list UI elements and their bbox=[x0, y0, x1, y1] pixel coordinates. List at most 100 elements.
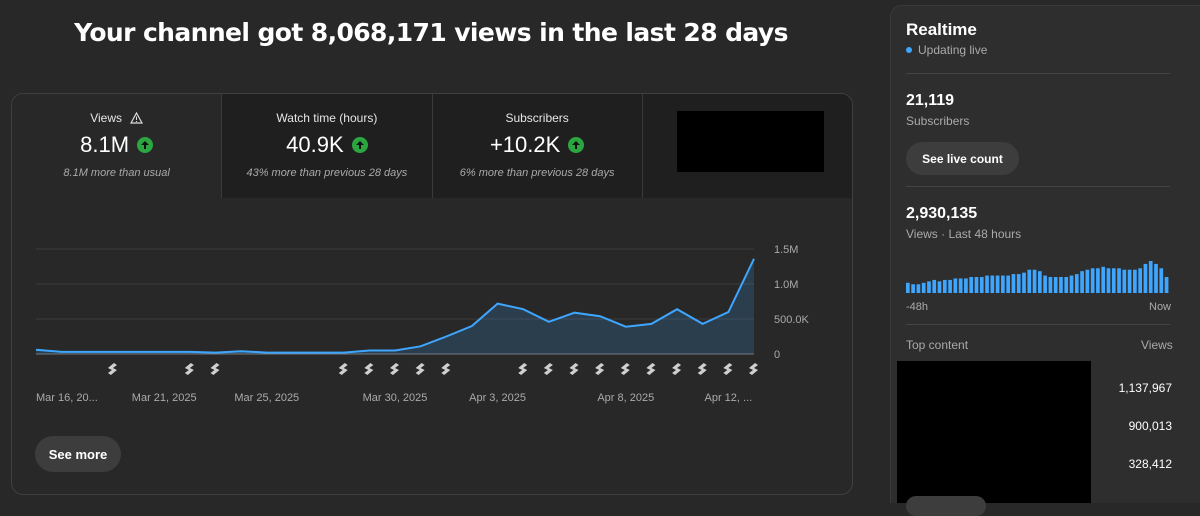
realtime-bar bbox=[906, 282, 910, 293]
realtime-bar bbox=[1154, 263, 1158, 293]
live-status: Updating live bbox=[906, 43, 987, 57]
realtime-bar bbox=[974, 277, 979, 293]
realtime-bar bbox=[932, 279, 937, 293]
top-content-views-3: 328,412 bbox=[1128, 457, 1172, 471]
realtime-bar bbox=[1111, 268, 1116, 293]
shorts-icon bbox=[697, 363, 707, 375]
realtime-bar bbox=[1159, 268, 1164, 293]
top-content-heading: Top content bbox=[906, 338, 969, 352]
realtime-bar bbox=[1053, 277, 1058, 293]
x-tick-label: Mar 16, 20... bbox=[36, 392, 98, 404]
realtime-bar bbox=[948, 279, 952, 293]
realtime-bar bbox=[1001, 275, 1005, 293]
subscribers-subtext: 6% more than previous 28 days bbox=[459, 167, 615, 179]
realtime-views-label: Views · Last 48 hours bbox=[906, 227, 1022, 241]
realtime-bar bbox=[927, 281, 931, 293]
realtime-bar bbox=[937, 281, 942, 293]
x-tick-label: Mar 21, 2025 bbox=[132, 392, 197, 404]
realtime-more-button[interactable] bbox=[906, 496, 986, 516]
redacted-block bbox=[676, 111, 824, 172]
realtime-bar bbox=[921, 282, 926, 293]
shorts-icon bbox=[569, 363, 579, 375]
realtime-bar bbox=[1043, 275, 1047, 293]
see-more-button[interactable]: See more bbox=[35, 436, 121, 472]
top-content-views-1: 1,137,967 bbox=[1118, 381, 1172, 395]
realtime-bar bbox=[1117, 268, 1121, 293]
realtime-bar bbox=[1022, 272, 1026, 293]
shorts-icon bbox=[184, 363, 194, 375]
realtime-bar bbox=[1143, 263, 1148, 293]
tab-subscribers[interactable]: Subscribers +10.2K 6% more than previous… bbox=[431, 94, 642, 198]
tab-redacted[interactable] bbox=[641, 94, 852, 198]
shorts-icon bbox=[364, 363, 374, 375]
y-tick-label: 0 bbox=[774, 349, 780, 361]
shorts-icon bbox=[749, 363, 758, 375]
x-tick-label: Mar 25, 2025 bbox=[234, 392, 299, 404]
shorts-icon bbox=[107, 363, 117, 375]
realtime-bar bbox=[1127, 269, 1132, 293]
realtime-bar bbox=[1069, 275, 1074, 293]
page-headline: Your channel got 8,068,171 views in the … bbox=[74, 18, 788, 47]
realtime-bar bbox=[964, 278, 968, 293]
shorts-icon bbox=[723, 363, 733, 375]
shorts-icon bbox=[543, 363, 553, 375]
realtime-bar bbox=[1138, 268, 1142, 293]
realtime-bar bbox=[1164, 277, 1169, 293]
x-tick-label: Mar 30, 2025 bbox=[363, 392, 428, 404]
chart-line bbox=[35, 258, 755, 354]
views-subtext: 8.1M more than usual bbox=[63, 167, 170, 179]
divider bbox=[906, 324, 1170, 325]
arrow-up-icon bbox=[137, 137, 154, 153]
arrow-up-icon bbox=[351, 137, 368, 153]
realtime-axis-start: -48h bbox=[906, 301, 929, 313]
shorts-icon bbox=[210, 363, 220, 375]
watch-time-subtext: 43% more than previous 28 days bbox=[246, 167, 408, 179]
tab-views[interactable]: Views 8.1M 8.1M more than usual bbox=[12, 94, 222, 198]
see-live-count-button[interactable]: See live count bbox=[906, 142, 1019, 175]
realtime-subscribers-value: 21,119 bbox=[906, 92, 955, 109]
realtime-bar bbox=[1148, 261, 1153, 293]
live-dot-icon bbox=[906, 47, 912, 53]
realtime-bar bbox=[1006, 275, 1010, 293]
top-content-thumbnails[interactable] bbox=[897, 361, 1091, 503]
arrow-up-icon bbox=[568, 137, 585, 153]
realtime-bar-chart bbox=[906, 261, 1169, 293]
top-content-views-2: 900,013 bbox=[1128, 419, 1172, 433]
views-value: 8.1M bbox=[80, 132, 130, 157]
realtime-bar bbox=[1011, 274, 1016, 293]
realtime-bar bbox=[969, 277, 974, 293]
shorts-icon bbox=[518, 363, 528, 375]
realtime-bar bbox=[1016, 274, 1021, 293]
top-content-views-heading: Views bbox=[1141, 338, 1173, 352]
metrics-tabs: Views 8.1M 8.1M more than usual Watch ti… bbox=[12, 94, 852, 198]
realtime-bar bbox=[979, 277, 984, 293]
realtime-bar bbox=[1096, 268, 1100, 293]
realtime-bar bbox=[916, 284, 921, 293]
shorts-icon bbox=[390, 363, 399, 375]
shorts-icon bbox=[672, 363, 682, 375]
watch-time-value: 40.9K bbox=[286, 132, 344, 157]
realtime-bar bbox=[1122, 269, 1127, 293]
realtime-subscribers-label: Subscribers bbox=[906, 114, 970, 128]
views-chart: 1.5M 1.0M 500.0K 0 Mar 16, 20... Mar 21, 202… bbox=[35, 244, 810, 404]
realtime-title: Realtime bbox=[906, 20, 977, 39]
realtime-bar bbox=[1085, 269, 1090, 293]
shorts-icon bbox=[595, 363, 605, 375]
realtime-bar bbox=[1074, 274, 1079, 293]
realtime-bar bbox=[1090, 268, 1095, 293]
tab-watch-time[interactable]: Watch time (hours) 40.9K 43% more than p… bbox=[221, 94, 432, 198]
realtime-bar bbox=[1106, 268, 1111, 293]
realtime-bar bbox=[1080, 271, 1084, 293]
views-label: Views bbox=[90, 111, 123, 125]
realtime-bar bbox=[985, 275, 989, 293]
shorts-icon bbox=[620, 363, 630, 375]
shorts-icon bbox=[646, 363, 656, 375]
overview-card: Views 8.1M 8.1M more than usual Watch ti… bbox=[11, 93, 853, 495]
realtime-bar bbox=[1059, 277, 1063, 293]
divider bbox=[906, 73, 1170, 74]
realtime-bar bbox=[1048, 277, 1053, 293]
chart-area bbox=[36, 258, 754, 354]
realtime-bar bbox=[990, 275, 995, 293]
realtime-bar bbox=[942, 279, 947, 293]
realtime-bar bbox=[1064, 277, 1069, 293]
